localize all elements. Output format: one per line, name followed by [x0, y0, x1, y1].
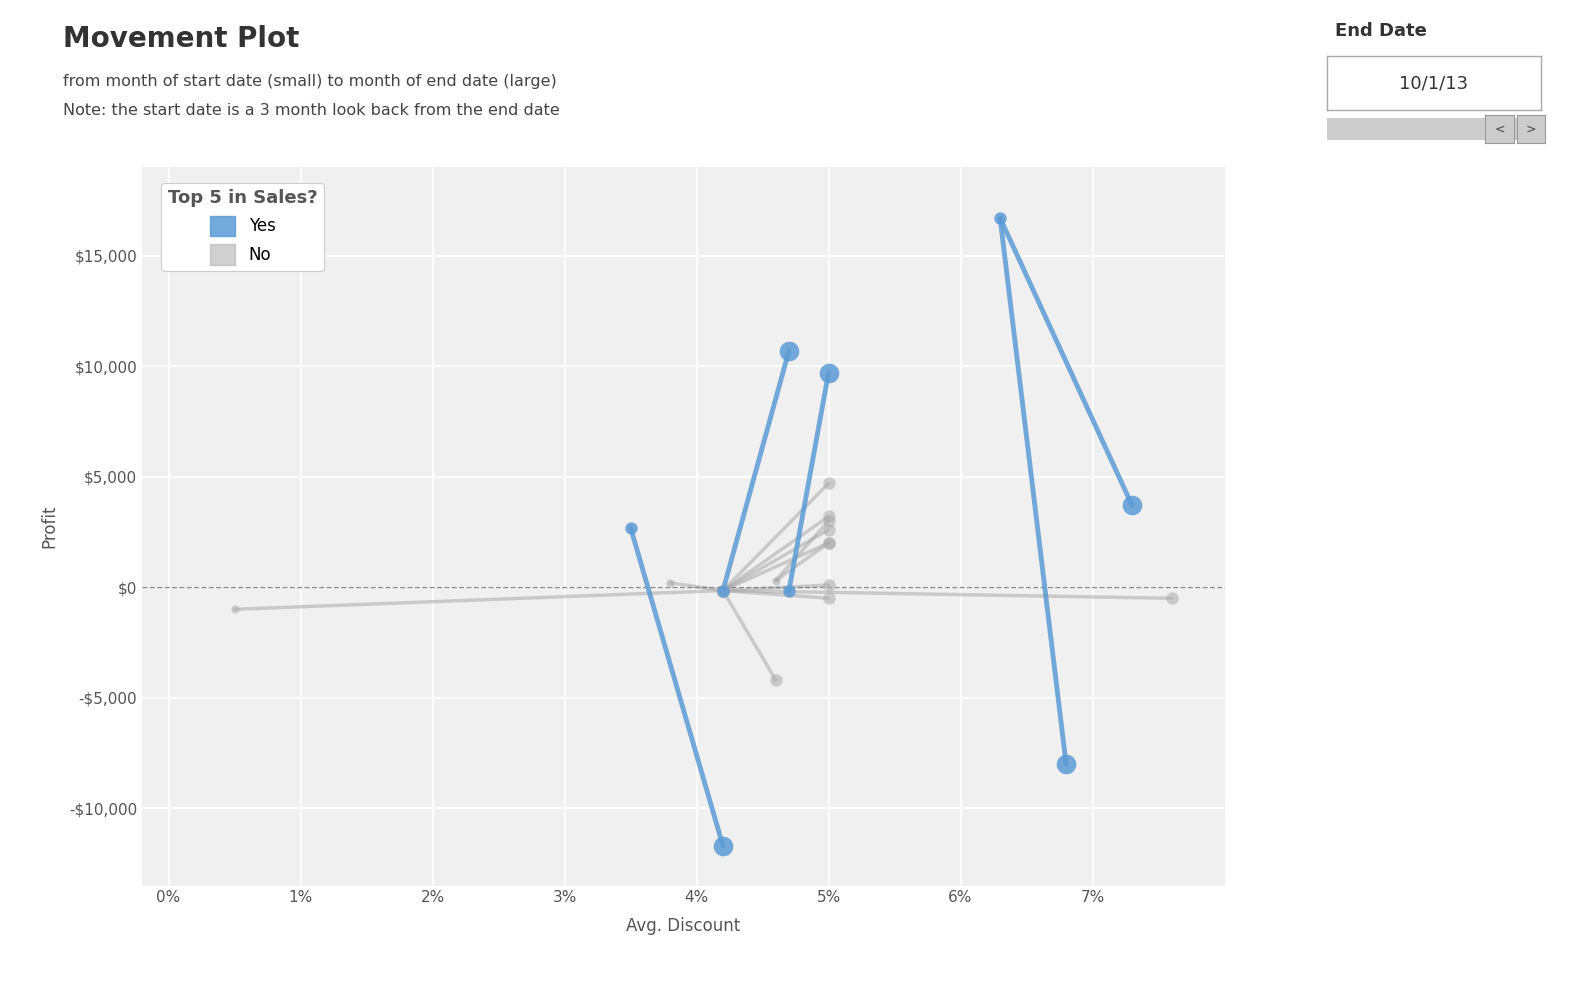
Point	[776, 583, 801, 598]
Point	[221, 601, 246, 617]
Text: <: <	[1495, 122, 1504, 136]
Text: Movement Plot: Movement Plot	[63, 25, 300, 52]
Point	[618, 520, 643, 535]
Point	[763, 573, 788, 588]
Point	[815, 522, 841, 537]
Point	[657, 575, 683, 590]
Point	[1054, 756, 1079, 771]
Point	[711, 583, 736, 598]
Text: 10/1/13: 10/1/13	[1400, 74, 1468, 92]
Point	[815, 475, 841, 491]
Point	[815, 535, 841, 551]
Point	[1120, 498, 1146, 514]
Point	[815, 590, 841, 606]
Point	[711, 838, 736, 854]
Point	[776, 342, 801, 358]
Legend: Yes, No: Yes, No	[161, 183, 324, 272]
Point	[988, 211, 1013, 226]
Text: >: >	[1526, 122, 1536, 136]
Point	[1160, 590, 1185, 606]
Point	[763, 672, 788, 688]
Point	[815, 509, 841, 524]
Point	[815, 365, 841, 381]
Point	[815, 513, 841, 528]
Text: from month of start date (small) to month of end date (large): from month of start date (small) to mont…	[63, 74, 558, 89]
Text: End Date: End Date	[1335, 22, 1427, 39]
Text: Note: the start date is a 3 month look back from the end date: Note: the start date is a 3 month look b…	[63, 103, 559, 118]
Point	[815, 578, 841, 593]
Y-axis label: Profit: Profit	[40, 505, 58, 548]
Point	[815, 535, 841, 551]
Point	[711, 583, 736, 598]
X-axis label: Avg. Discount: Avg. Discount	[626, 916, 741, 935]
